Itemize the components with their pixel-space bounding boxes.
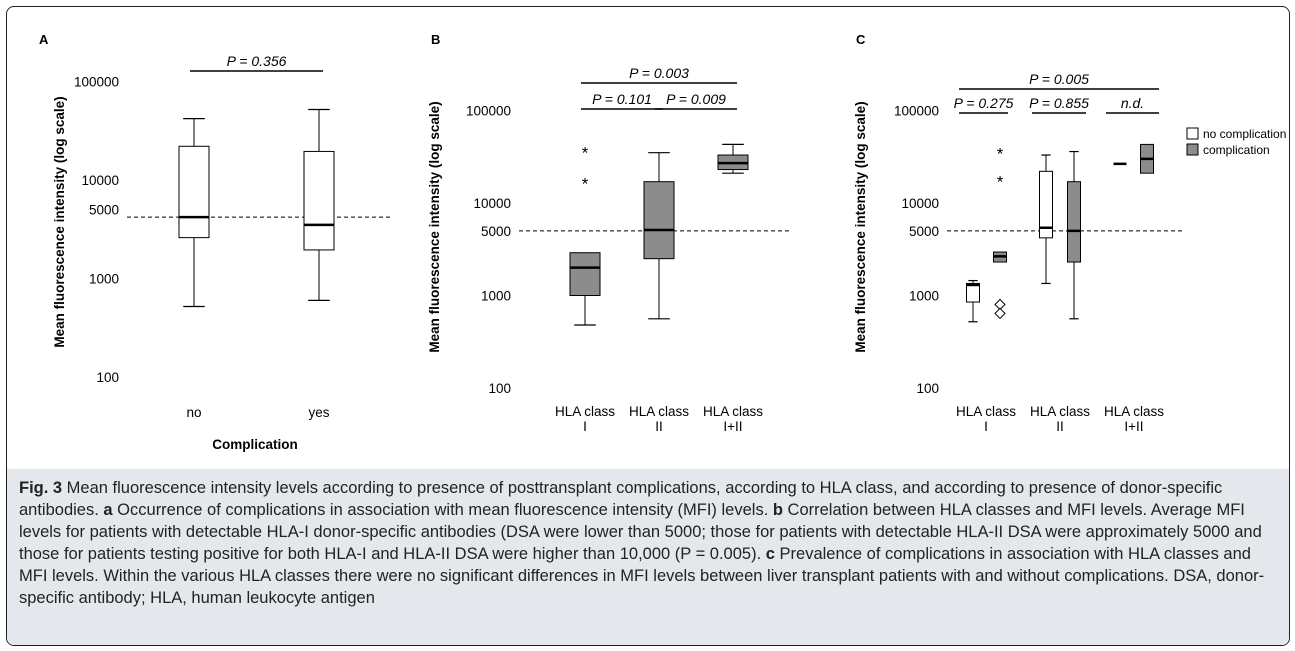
panel-b-y-tick-label: 100	[488, 381, 511, 396]
figure-caption: Fig. 3 Mean fluorescence intensity level…	[19, 477, 1277, 609]
panel-c-category-label: II	[1056, 419, 1064, 434]
panel-b-category-label: I+II	[723, 419, 742, 434]
caption-c-label: c	[765, 545, 775, 563]
caption-b-text: Correlation between HLA classes and MFI …	[19, 501, 1262, 563]
panel-a-letter: A	[39, 32, 49, 47]
panel-b-p-value-label: P = 0.101	[592, 91, 652, 107]
panel-b-y-tick-label: 10000	[473, 196, 511, 211]
panel-b-outlier-star: *	[582, 143, 589, 162]
caption-background	[7, 469, 1289, 645]
panel-c-y-tick-label: 100000	[894, 104, 939, 119]
panel-c-category-label: HLA class	[956, 404, 1016, 419]
figure-label: Fig. 3	[19, 479, 63, 497]
panel-b-category-label: HLA class	[555, 404, 615, 419]
panel-a-y-axis-label: Mean fluorescence intensity (log scale)	[52, 96, 67, 347]
panel-b-letter: B	[431, 32, 440, 47]
panel-b-y-tick-label: 100000	[466, 104, 511, 119]
panel-b-box	[643, 181, 675, 260]
panel-c-category-label: HLA class	[1030, 404, 1090, 419]
panel-b-y-tick-label: 5000	[481, 224, 511, 239]
panel-b-y-axis-label: Mean fluorescence intensity (log scale)	[427, 101, 442, 352]
caption-lead: Mean fluorescence intensity levels accor…	[19, 479, 1223, 519]
panel-c-box	[1067, 181, 1081, 263]
panel-c-category-label: HLA class	[1104, 404, 1164, 419]
panel-c-y-axis-label: Mean fluorescence intensity (log scale)	[853, 101, 868, 352]
panel-c-category-label: I+II	[1124, 419, 1143, 434]
panel-b-box	[569, 252, 601, 296]
panel-c-p-value-label: P = 0.275	[954, 95, 1014, 111]
panel-c-category-label: I	[984, 419, 988, 434]
panel-a-x-axis-label: Complication	[212, 437, 298, 452]
panel-a-category-label: no	[186, 405, 201, 420]
panel-c-outlier-star: *	[997, 172, 1004, 191]
legend-label: complication	[1203, 143, 1270, 157]
panel-b-category-label: II	[655, 419, 663, 434]
legend-swatch-no-complication	[1186, 127, 1199, 140]
panel-b-category-label: HLA class	[703, 404, 763, 419]
caption-a-label: a	[103, 501, 113, 519]
panel-c-y-tick-label: 100	[916, 381, 939, 396]
panel-c-letter: C	[856, 32, 866, 47]
figure-svg: A Mean fluorescence intensity (log scale)…	[39, 32, 1286, 452]
panel-b-category-label: I	[583, 419, 587, 434]
panel-a-box	[178, 145, 210, 239]
figure-frame: A Mean fluorescence intensity (log scale)…	[6, 6, 1290, 646]
panel-b-category-label: HLA class	[629, 404, 689, 419]
panel-b-outlier-star: *	[582, 175, 589, 194]
panel-a-box	[303, 150, 335, 251]
panel-b-p-value-label: P = 0.003	[629, 65, 689, 81]
panel-a-y-tick-label: 100	[96, 370, 119, 385]
panel-c-outlier-star: *	[997, 145, 1004, 164]
caption-c-text: Prevalence of complications in associati…	[19, 545, 1265, 607]
panel-a-category-label: yes	[308, 405, 329, 420]
panel-b-p-value-label: P = 0.009	[666, 91, 726, 107]
panel-c-y-tick-label: 10000	[901, 196, 939, 211]
panel-a-y-tick-label: 100000	[74, 75, 119, 90]
panel-a-y-tick-label: 5000	[89, 203, 119, 218]
panel-c-box	[1039, 170, 1053, 239]
panel-c-p-value-label: P = 0.005	[1029, 71, 1089, 87]
panel-c-box	[966, 282, 980, 303]
panel-a-y-tick-label: 1000	[89, 272, 119, 287]
panel-c-outlier-diamond	[994, 307, 1006, 320]
panel-c-p-value-label: n.d.	[1121, 95, 1144, 111]
panel-b-y-tick-label: 1000	[481, 289, 511, 304]
panel-c-y-tick-label: 5000	[909, 224, 939, 239]
panel-c-p-value-label: P = 0.855	[1029, 95, 1089, 111]
caption-b-label: b	[772, 501, 783, 519]
panel-a-p-value-label: P = 0.356	[227, 53, 287, 69]
legend-label: no complication	[1203, 127, 1286, 141]
caption-a-text: Occurrence of complications in associati…	[112, 501, 773, 519]
legend-swatch-complication	[1186, 143, 1199, 156]
panel-c-y-tick-label: 1000	[909, 289, 939, 304]
panel-a-y-tick-label: 10000	[81, 173, 119, 188]
